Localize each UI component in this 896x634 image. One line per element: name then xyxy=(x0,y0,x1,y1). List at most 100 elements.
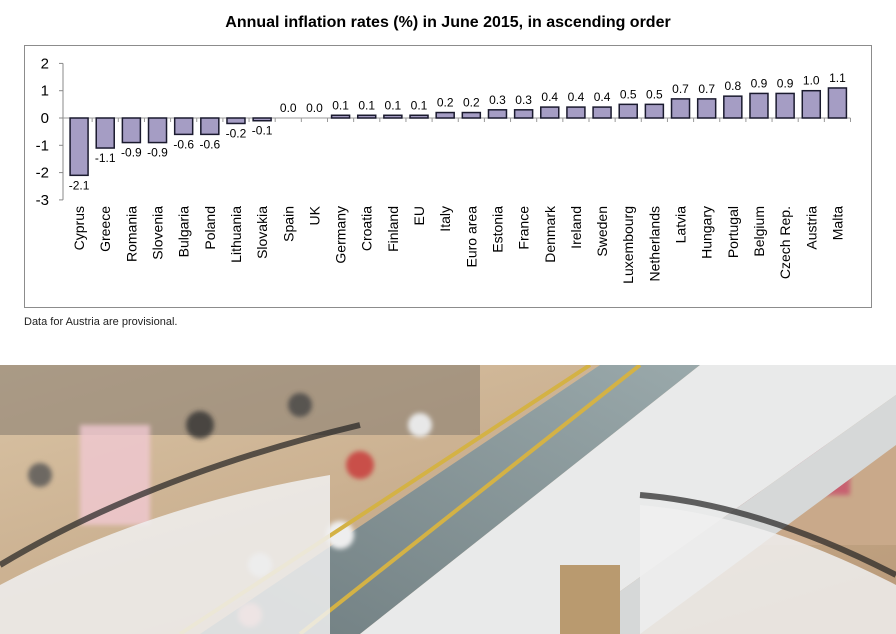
y-tick-label: 2 xyxy=(41,55,49,72)
x-category-label: Greece xyxy=(97,206,113,252)
data-label: 0.8 xyxy=(724,79,741,93)
bar xyxy=(435,111,455,119)
chart-title: Annual inflation rates (%) in June 2015,… xyxy=(225,14,671,31)
data-label: 0.1 xyxy=(385,98,402,112)
x-category-label: Czech Rep. xyxy=(777,206,793,279)
data-label: -0.1 xyxy=(252,124,273,138)
x-category-label: Cyprus xyxy=(71,206,87,250)
x-category-label: Spain xyxy=(280,206,296,242)
bar xyxy=(696,98,717,119)
data-label: 0.0 xyxy=(306,101,323,115)
bar xyxy=(226,117,246,125)
data-label: -0.9 xyxy=(121,146,142,160)
x-category-label: EU xyxy=(411,206,427,225)
x-category-label: Euro area xyxy=(463,206,479,268)
bar xyxy=(461,111,482,119)
x-category-label: Latvia xyxy=(673,206,689,244)
data-label: 0.1 xyxy=(411,98,428,112)
x-category-label: France xyxy=(516,206,532,250)
y-tick-label: 1 xyxy=(41,83,49,100)
chart-frame xyxy=(24,45,872,308)
bar xyxy=(775,92,795,119)
x-category-label: Romania xyxy=(123,206,139,262)
x-category-label: UK xyxy=(306,205,322,225)
data-label: 0.9 xyxy=(751,76,768,90)
x-category-label: Sweden xyxy=(594,206,610,257)
data-label: 0.1 xyxy=(358,98,375,112)
data-label: 0.1 xyxy=(332,98,349,112)
x-category-label: Finland xyxy=(385,206,401,252)
mall-escalator-photo xyxy=(0,365,896,634)
x-category-label: Slovenia xyxy=(150,206,166,260)
bar xyxy=(69,117,89,177)
x-category-label: Croatia xyxy=(359,206,375,251)
y-tick-label: 0 xyxy=(41,110,49,127)
bar xyxy=(801,89,822,119)
data-label: -1.1 xyxy=(95,151,116,165)
x-category-label: Estonia xyxy=(489,206,505,253)
data-label: 0.4 xyxy=(541,90,558,104)
bar xyxy=(723,95,743,119)
bar xyxy=(173,117,194,136)
y-tick-label: -3 xyxy=(36,192,49,209)
data-label: -0.9 xyxy=(147,146,168,160)
bar xyxy=(252,117,272,122)
bar xyxy=(487,109,508,119)
x-category-label: Hungary xyxy=(699,206,715,259)
data-label: 0.4 xyxy=(568,90,585,104)
data-label: 1.1 xyxy=(829,71,846,85)
x-category-label: Poland xyxy=(202,206,218,250)
bar xyxy=(513,109,534,119)
bar xyxy=(200,117,220,136)
data-label: 0.5 xyxy=(620,87,637,101)
bar xyxy=(566,106,586,119)
bar xyxy=(356,114,377,119)
bar xyxy=(670,98,691,119)
data-label: 0.2 xyxy=(463,96,480,110)
data-label: 0.7 xyxy=(698,82,715,96)
bar xyxy=(827,87,848,119)
y-tick-label: -2 xyxy=(36,165,49,182)
data-label: 0.0 xyxy=(280,101,297,115)
bar xyxy=(121,117,142,144)
bar xyxy=(749,92,769,119)
bar xyxy=(618,103,638,119)
data-label: 0.5 xyxy=(646,87,663,101)
x-category-label: Portugal xyxy=(725,206,741,258)
x-category-label: Denmark xyxy=(542,205,558,263)
x-category-label: Germany xyxy=(333,206,349,264)
bar-chart: 2 1 0 -1 -2 -3 -2.1 Cyprus -1.1 Greece -0.9 Romania… xyxy=(36,55,851,284)
x-category-label: Malta xyxy=(829,206,845,240)
bar xyxy=(644,103,665,119)
escalator-image-icon xyxy=(0,365,896,634)
data-label: 1.0 xyxy=(803,74,820,88)
data-label: 0.3 xyxy=(489,93,506,107)
footnote: Data for Austria are provisional. xyxy=(24,316,178,328)
bar xyxy=(409,114,429,119)
bar xyxy=(147,117,168,144)
data-label: 0.9 xyxy=(777,76,794,90)
x-category-label: Belgium xyxy=(751,206,767,257)
x-category-label: Bulgaria xyxy=(176,206,192,258)
bar xyxy=(383,114,403,119)
data-label: -0.2 xyxy=(226,126,247,140)
data-label: -0.6 xyxy=(199,137,220,151)
data-label: -2.1 xyxy=(69,178,90,192)
data-label: 0.3 xyxy=(515,93,532,107)
data-label: 0.2 xyxy=(437,96,454,110)
bar xyxy=(95,117,115,149)
x-category-label: Austria xyxy=(803,206,819,250)
x-category-label: Ireland xyxy=(568,206,584,249)
x-category-label: Italy xyxy=(437,206,453,232)
bar xyxy=(592,106,612,119)
data-label: -0.6 xyxy=(173,137,194,151)
bar xyxy=(540,106,560,119)
x-category-label: Luxembourg xyxy=(620,206,636,284)
data-label: 0.7 xyxy=(672,82,689,96)
bar xyxy=(330,114,351,119)
y-tick-label: -1 xyxy=(36,137,49,154)
x-category-label: Netherlands xyxy=(646,206,662,282)
x-category-label: Lithuania xyxy=(228,206,244,263)
x-category-label: Slovakia xyxy=(254,206,270,259)
data-label: 0.4 xyxy=(594,90,611,104)
